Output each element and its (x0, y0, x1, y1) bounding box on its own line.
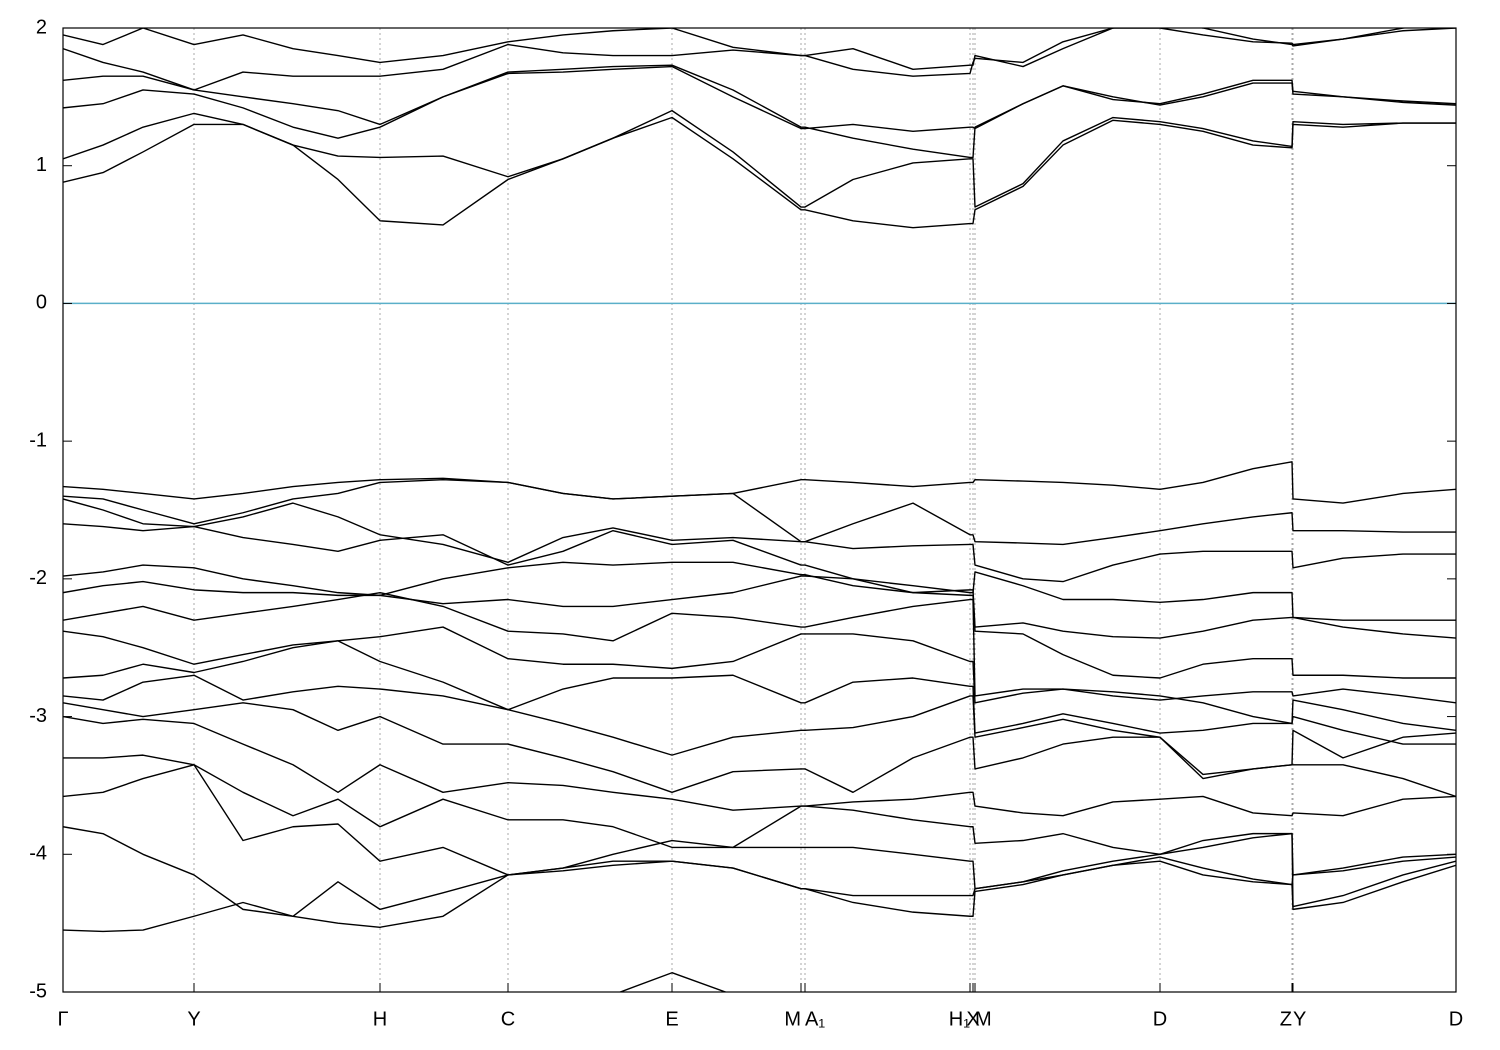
bands (63, 28, 1456, 992)
plot-frame (62, 27, 1457, 993)
x-tick-label: M (975, 1008, 992, 1030)
band-line (63, 109, 1456, 208)
x-tick-label: Y (187, 1008, 200, 1030)
band-line (63, 28, 1409, 71)
x-tick-label: D (1153, 1008, 1167, 1030)
band-line (63, 591, 1456, 704)
y-tick-label: 0 (36, 292, 47, 314)
band-line (63, 754, 1456, 876)
band-line (63, 715, 1456, 817)
y-tick-label: -5 (29, 980, 47, 1002)
band-line (63, 116, 1456, 229)
band-line (63, 561, 1456, 639)
y-tick-label: -3 (29, 705, 47, 727)
x-tick-label: H₁ (949, 1008, 970, 1030)
band-line (63, 640, 1456, 745)
y-tick-label: 2 (36, 16, 47, 38)
x-tick-label: Y (1293, 1008, 1306, 1030)
band-line (63, 498, 1456, 583)
y-tick-label: -2 (29, 567, 47, 589)
band-line (63, 523, 1456, 621)
band-line (63, 479, 1456, 546)
band-line (63, 28, 1456, 91)
x-tick-label: A₁ (805, 1008, 825, 1030)
y-tick-label: -1 (29, 429, 47, 451)
x-tick-label: X (966, 1008, 979, 1030)
band-line (63, 626, 1456, 732)
x-tick-label: E (665, 1008, 678, 1030)
y-tick-label: -4 (29, 843, 47, 865)
band-line (63, 702, 1456, 798)
x-tick-label: H (373, 1008, 387, 1030)
band-line (63, 575, 1456, 679)
y-tick-label: 1 (36, 154, 47, 176)
x-tick-label: M (784, 1008, 801, 1030)
grid (62, 28, 1457, 992)
x-tick-label: C (501, 1008, 515, 1030)
band-line (63, 461, 1456, 504)
x-tick-label: D (1449, 1008, 1463, 1030)
band-line (63, 856, 1456, 933)
x-tick-label: Γ (57, 1008, 68, 1030)
x-tick-label: Z (1280, 1008, 1292, 1030)
band-line (618, 972, 728, 992)
band-line (63, 764, 1456, 908)
band-line (63, 64, 1456, 159)
band-line (63, 826, 1456, 917)
band-line (63, 65, 1456, 139)
